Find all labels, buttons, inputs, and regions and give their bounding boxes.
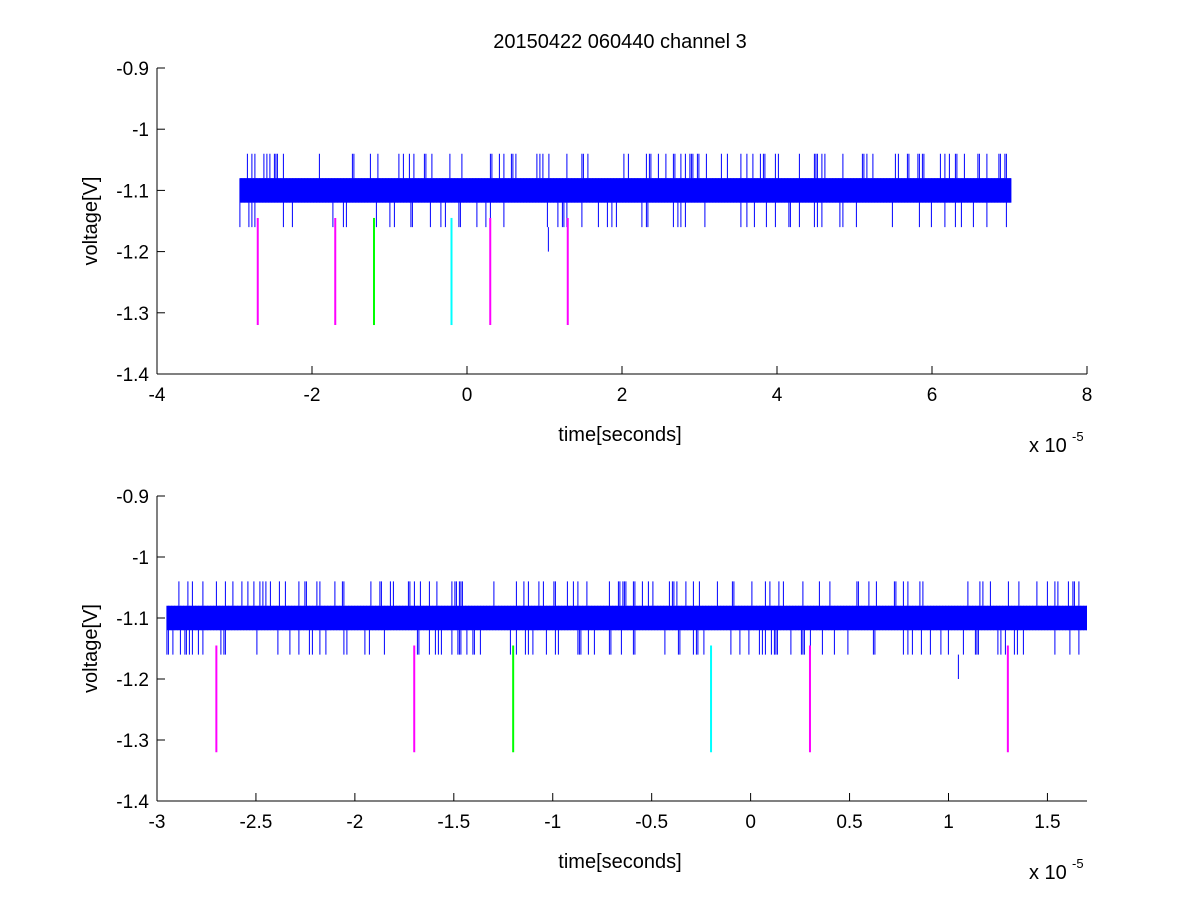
x-tick-label: 1 (943, 812, 954, 833)
bottom-subplot: -0.9 -1 -1.1 -1.2 -1.3 -1.4-3 -2.5 -2 -1.5 -1 -0.5… (80, 487, 1087, 884)
x-tick-label: 1.5 (1034, 812, 1060, 833)
x-tick-label: -2.5 (240, 812, 273, 833)
x-tick-label: -1.5 (437, 812, 470, 833)
x-tick-label: 4 (772, 385, 783, 406)
y-axis-title: voltage[V] (80, 177, 102, 266)
x-tick-label: -2 (346, 812, 363, 833)
x-multiplier-label: x 10 (1029, 862, 1067, 884)
x-tick-label: 6 (927, 385, 938, 406)
x-tick-label: 2 (617, 385, 628, 406)
y-tick-label: -1.2 (116, 243, 149, 264)
y-tick-label: -1.3 (116, 304, 149, 325)
y-tick-label: -1 (132, 548, 149, 569)
x-tick-label: -0.5 (635, 812, 668, 833)
y-tick-label: -1.2 (116, 670, 149, 691)
y-tick-label: -0.9 (116, 59, 149, 80)
x-multiplier-label: x 10 (1029, 435, 1067, 457)
y-tick-label: -1.4 (116, 792, 149, 813)
x-axis-title: time[seconds] (558, 424, 681, 446)
x-tick-label: -1 (544, 812, 561, 833)
x-multiplier-exponent: -5 (1072, 429, 1084, 444)
y-tick-label: -1.4 (116, 365, 149, 386)
signal-series (166, 581, 1087, 679)
x-tick-label: 0 (745, 812, 756, 833)
y-tick-label: -0.9 (116, 487, 149, 508)
x-tick-label: -3 (149, 812, 166, 833)
y-axis-title: voltage[V] (80, 604, 102, 693)
x-tick-label: 8 (1082, 385, 1093, 406)
x-tick-label: -2 (304, 385, 321, 406)
signal-band (239, 178, 1012, 203)
x-multiplier-exponent: -5 (1072, 856, 1084, 871)
figure-title: 20150422 060440 channel 3 (493, 31, 747, 53)
x-axis-title: time[seconds] (558, 851, 681, 873)
y-tick-label: -1.1 (116, 609, 149, 630)
x-tick-label: 0 (462, 385, 473, 406)
x-tick-label: 0.5 (836, 812, 862, 833)
x-tick-label: -4 (149, 385, 166, 406)
y-tick-label: -1.1 (116, 181, 149, 202)
y-tick-label: -1.3 (116, 731, 149, 752)
signal-band (166, 605, 1087, 631)
top-subplot: -0.9 -1 -1.1 -1.2 -1.3 -1.4-4 -2 0 2 4 6 8 time[seco… (80, 59, 1092, 457)
signal-series (239, 153, 1012, 252)
y-tick-label: -1 (132, 120, 149, 141)
